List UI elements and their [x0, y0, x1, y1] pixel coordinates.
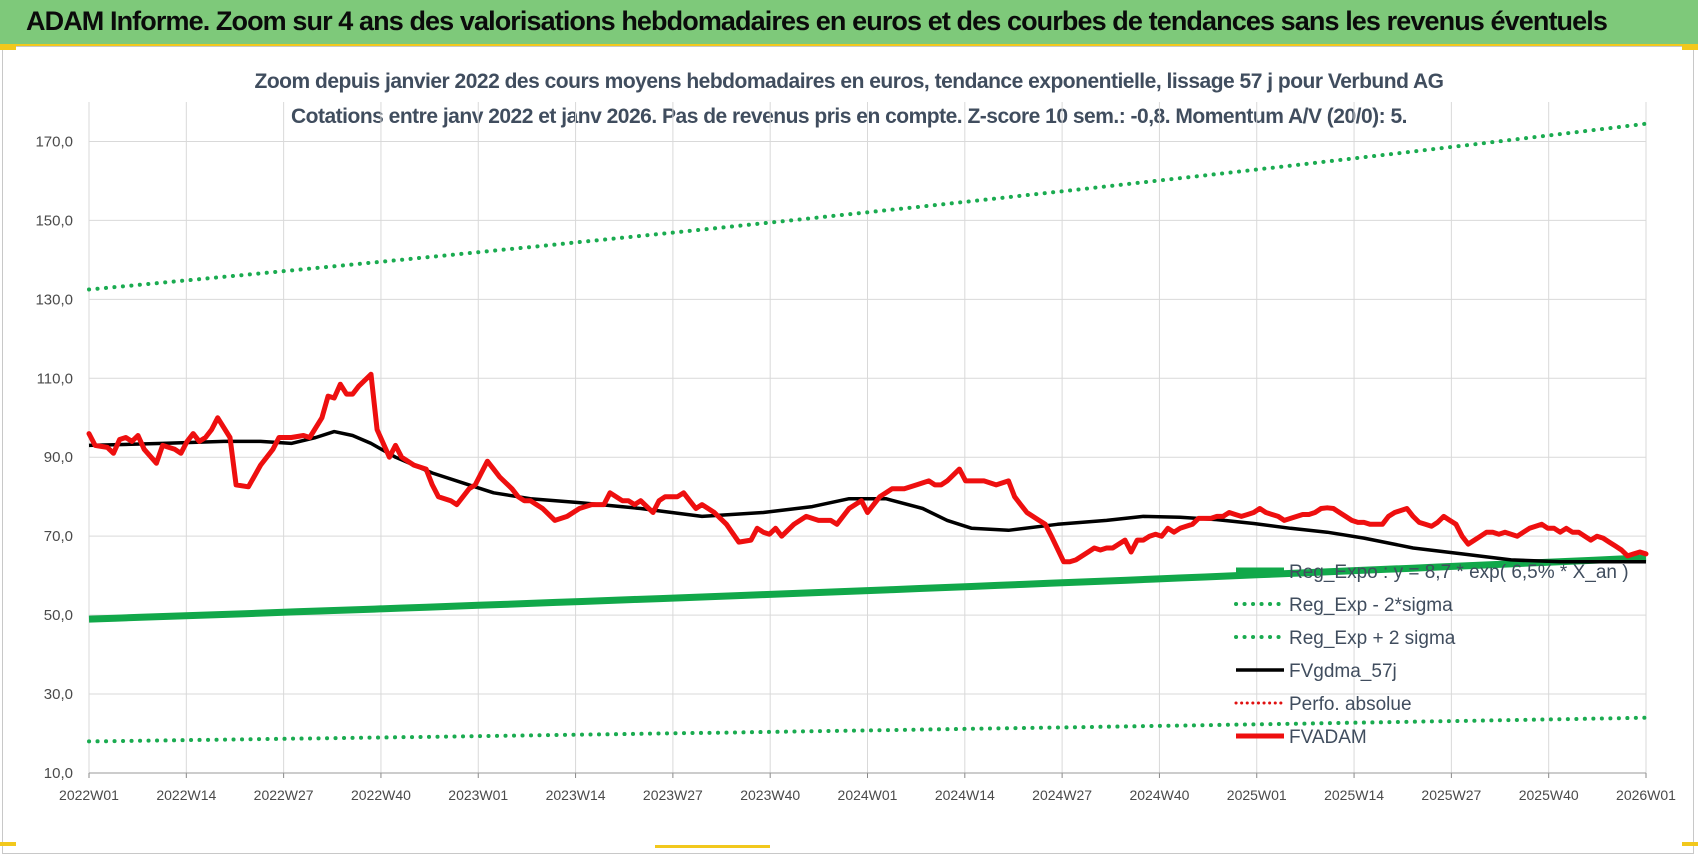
x-tick-label: 2022W40: [351, 787, 411, 803]
x-tick-label: 2025W40: [1519, 787, 1579, 803]
x-tick-label: 2025W27: [1421, 787, 1481, 803]
series-fvadam: [86, 371, 1649, 565]
series-exp-trend: [88, 554, 1647, 623]
x-tick-label: 2023W14: [546, 787, 606, 803]
chart-legend: Reg_Expo : y = 8,7 * exp( 6,5% * X_an ) R…: [1234, 562, 1629, 748]
chart-title-line1: Zoom depuis janvier 2022 des cours moyen…: [254, 70, 1444, 93]
x-tick-label: 2023W01: [448, 787, 508, 803]
y-tick-label: 10,0: [44, 765, 73, 782]
x-tick-label: 2023W27: [643, 787, 703, 803]
x-tick-label: 2022W14: [156, 787, 216, 803]
x-tick-label: 2026W01: [1616, 787, 1676, 803]
header-banner: ADAM Informe. Zoom sur 4 ans des valoris…: [0, 0, 1698, 46]
frame-corner-top-right: [1682, 46, 1698, 50]
x-tick-label: 2023W40: [740, 787, 800, 803]
y-tick-label: 170,0: [35, 133, 73, 150]
frame-corner-bottom-left: [0, 842, 16, 846]
x-tick-label: 2022W27: [254, 787, 314, 803]
legend-label: Reg_Exp + 2 sigma: [1289, 628, 1456, 649]
y-tick-label: 30,0: [44, 686, 73, 703]
y-tick-label: 90,0: [44, 449, 73, 466]
y-tick-label: 130,0: [35, 291, 73, 308]
legend-label: Reg_Expo : y = 8,7 * exp( 6,5% * X_an ): [1289, 562, 1629, 583]
x-tick-label: 2022W01: [59, 787, 119, 803]
x-tick-label: 2025W01: [1227, 787, 1287, 803]
frame-corner-top-left: [0, 46, 16, 50]
y-tick-label: 70,0: [44, 528, 73, 545]
series-fvgdma: [88, 429, 1646, 564]
series-upper-band: [87, 121, 1648, 292]
y-tick-label: 150,0: [35, 212, 73, 229]
chart-title-line2: Cotations entre janv 2022 et janv 2026. …: [291, 105, 1407, 128]
x-tick-label: 2025W14: [1324, 787, 1384, 803]
page-title: ADAM Informe. Zoom sur 4 ans des valoris…: [26, 6, 1608, 36]
x-tick-label: 2024W14: [935, 787, 995, 803]
frame-corner-bottom-right: [1682, 842, 1698, 846]
chart-frame: [2, 46, 1694, 854]
legend-label: Reg_Exp - 2*sigma: [1289, 595, 1453, 616]
x-tick-label: 2024W01: [838, 787, 898, 803]
y-tick-label: 110,0: [37, 370, 73, 387]
legend-label: Perfo. absolue: [1289, 694, 1412, 715]
x-tick-label: 2024W40: [1129, 787, 1189, 803]
legend-label: FVADAM: [1289, 727, 1367, 748]
legend-label: FVgdma_57j: [1289, 661, 1397, 682]
x-tick-label: 2024W27: [1032, 787, 1092, 803]
y-tick-label: 50,0: [44, 607, 73, 624]
scroll-marker: [655, 845, 770, 848]
